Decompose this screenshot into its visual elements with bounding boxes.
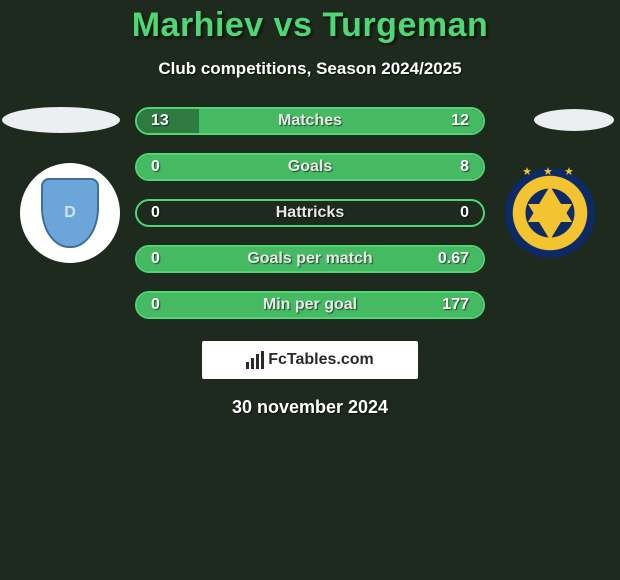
comparison-panel: D 13Matches120Goals80Hattricks00Goals pe… [0, 107, 620, 319]
stat-row: 0Goals per match0.67 [135, 245, 485, 273]
player-right-name: Turgeman [322, 6, 488, 44]
crest-letter: D [64, 204, 76, 222]
stat-rows: 13Matches120Goals80Hattricks00Goals per … [135, 107, 485, 319]
stat-row: 0Hattricks0 [135, 199, 485, 227]
stat-value-right: 0.67 [438, 250, 469, 268]
subtitle: Club competitions, Season 2024/2025 [0, 59, 620, 79]
stat-label: Goals [137, 158, 483, 176]
stat-row: 0Min per goal177 [135, 291, 485, 319]
date-text: 30 november 2024 [0, 397, 620, 418]
stat-value-right: 0 [460, 204, 469, 222]
branding-text: FcTables.com [268, 351, 374, 369]
stat-label: Matches [137, 112, 483, 130]
player-left-avatar [2, 107, 120, 133]
bar-chart-icon [246, 351, 264, 369]
stat-label: Goals per match [137, 250, 483, 268]
page-title: Marhiev vs Turgeman [0, 0, 620, 45]
shield-icon: D [41, 178, 99, 248]
stat-label: Min per goal [137, 296, 483, 314]
club-right-badge [500, 163, 600, 263]
stat-row: 0Goals8 [135, 153, 485, 181]
stat-value-right: 8 [460, 158, 469, 176]
club-left-badge: D [20, 163, 120, 263]
stat-value-right: 177 [442, 296, 469, 314]
vs-separator: vs [264, 6, 323, 44]
star-icon [528, 191, 572, 235]
star-badge-icon [505, 168, 595, 258]
player-right-avatar [534, 109, 614, 131]
branding-box: FcTables.com [202, 341, 418, 379]
stat-value-right: 12 [451, 112, 469, 130]
player-left-name: Marhiev [132, 6, 264, 44]
stat-label: Hattricks [137, 204, 483, 222]
stat-row: 13Matches12 [135, 107, 485, 135]
